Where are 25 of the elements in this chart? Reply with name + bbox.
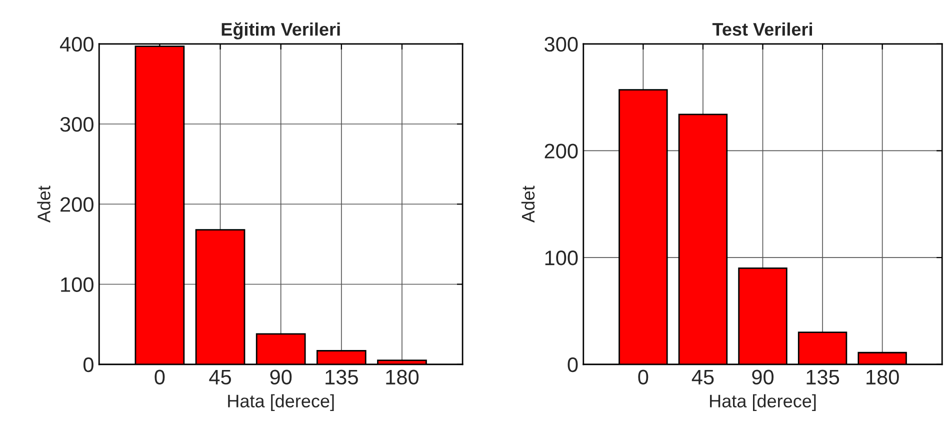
x-tick-label: 135 [326, 370, 358, 385]
y-tick-label: 0 [568, 357, 578, 372]
x-tick-label: 180 [866, 370, 899, 385]
x-tick-label: 0 [154, 370, 165, 385]
x-tick-label: 135 [806, 370, 840, 385]
x-tick-label: 90 [270, 370, 292, 385]
y-axis-title: Adet [521, 186, 535, 223]
y-tick-label: 200 [544, 144, 578, 158]
x-tick-label: 45 [692, 370, 714, 385]
x-tick-label: 180 [386, 370, 419, 385]
y-tick-label: 100 [545, 250, 578, 266]
y-tick-label: 300 [544, 36, 578, 52]
x-tick-label: 90 [752, 370, 774, 385]
y-tick-label: 200 [60, 197, 94, 212]
chart-title: Test Verileri [712, 22, 812, 36]
x-tick-label: 0 [638, 370, 648, 385]
x-axis-title: Hata [derece] [710, 394, 816, 412]
y-tick-label: 300 [60, 117, 94, 132]
x-tick-label: 45 [209, 370, 231, 385]
y-tick-label: 100 [61, 277, 94, 292]
y-axis-title: Adet [37, 186, 50, 223]
x-axis-title: Hata [derece] [228, 394, 334, 412]
y-tick-label: 0 [83, 357, 94, 372]
y-tick-label: 400 [60, 36, 94, 52]
chart-title: Eğitim Verileri [222, 22, 340, 40]
